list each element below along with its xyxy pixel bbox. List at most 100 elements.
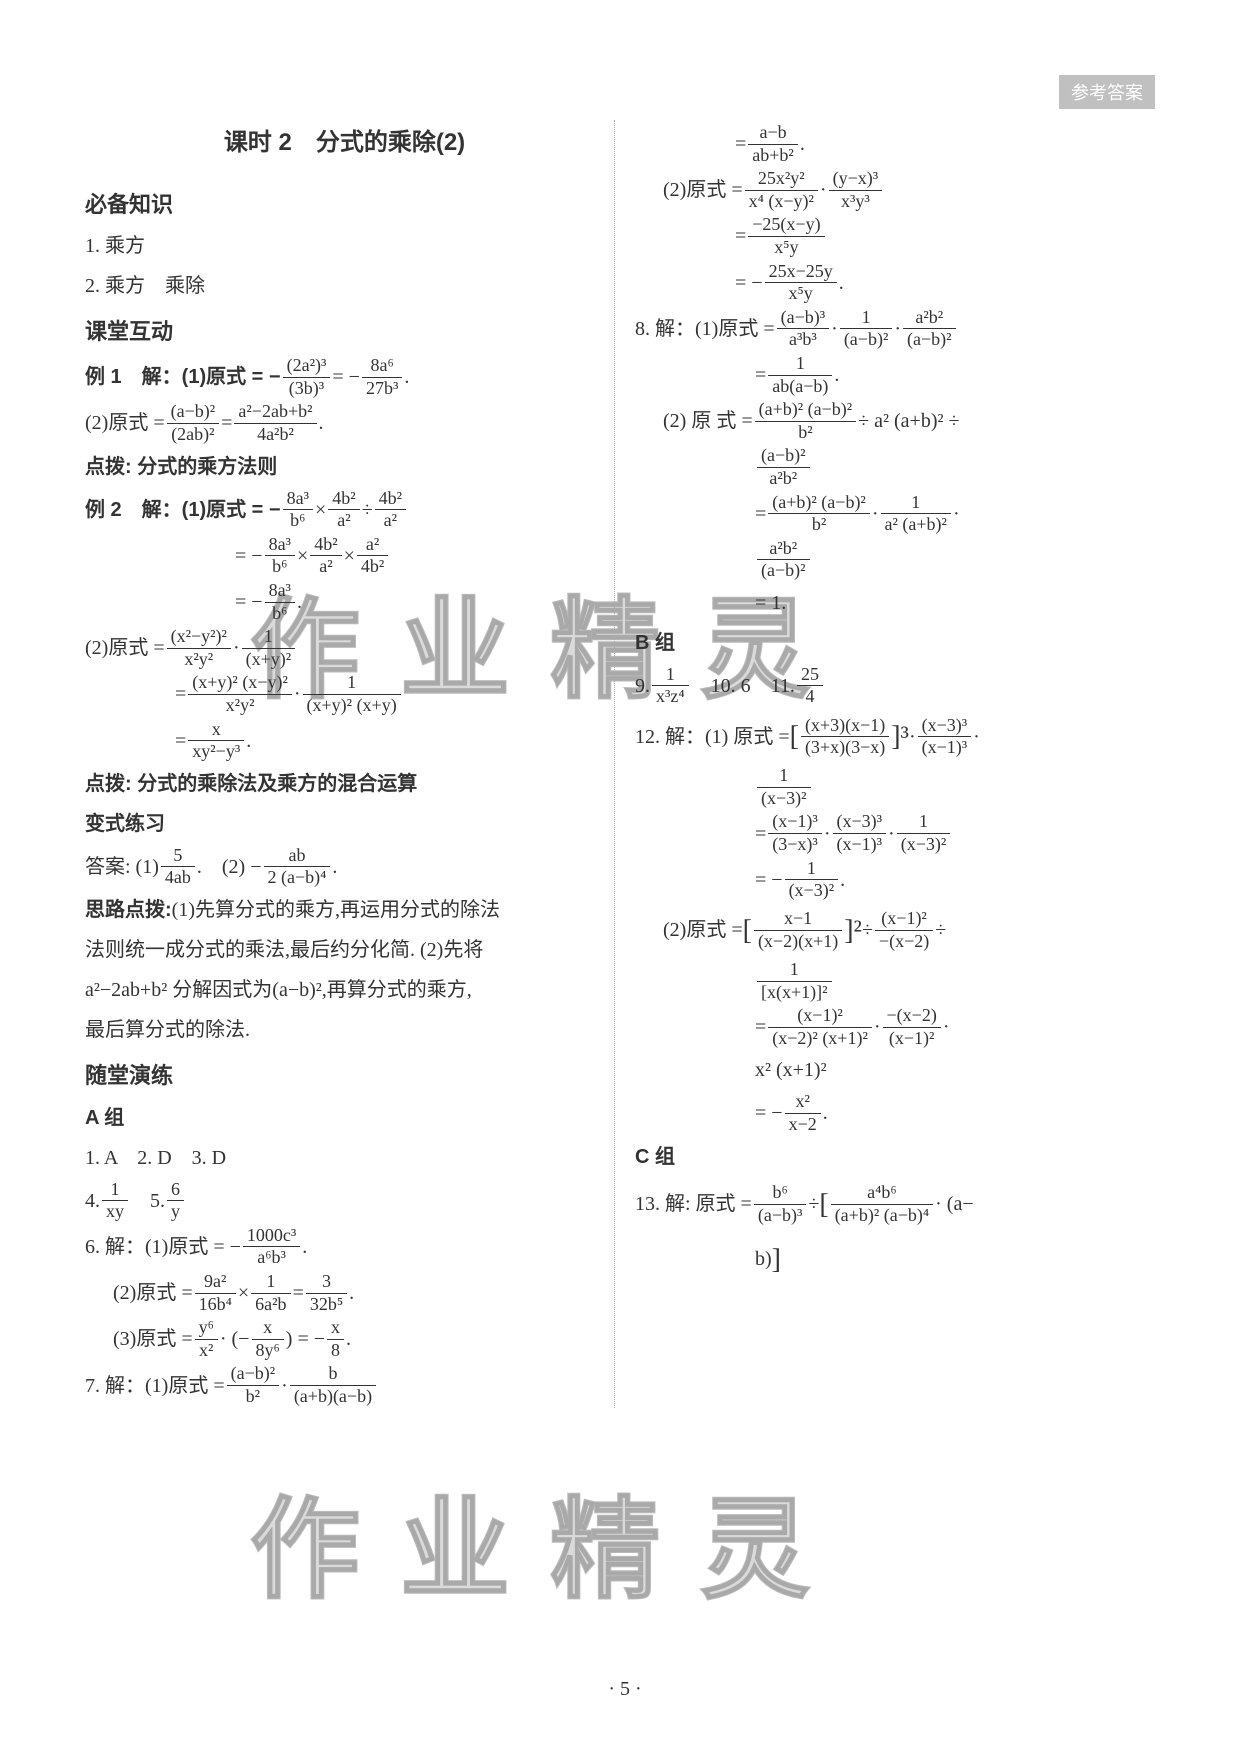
answer-line: 1. A 2. D 3. D [85, 1139, 604, 1177]
label: (2)原式 = [113, 1274, 193, 1312]
answer-line: = − x²x−2 . [635, 1091, 1165, 1135]
fraction: y⁶x² [195, 1317, 218, 1361]
answer-line: 12. 解：(1) 原式 = [ (x+3)(x−1)(3+x)(3−x) ]³… [635, 710, 1165, 763]
fraction: 9a²16b⁴ [195, 1271, 236, 1315]
label: 9. [635, 667, 650, 705]
label: 答案: (1) [85, 848, 159, 886]
op: · [909, 718, 916, 756]
eq: = [221, 404, 232, 442]
answer-line: a²b²(a−b)² [635, 538, 1165, 582]
label: (2)原式 = [663, 911, 743, 949]
text-line: 1. 乘方 [85, 227, 604, 265]
answer-line: = (a+b)² (a−b)²b² · 1a² (a+b)² · [635, 492, 1165, 536]
op: · [973, 718, 980, 756]
fraction: 16a²b [251, 1271, 290, 1315]
fraction: a²b²(a−b)² [757, 538, 810, 582]
op: × [238, 1274, 249, 1312]
op: ) = − [286, 1320, 325, 1358]
example-line: 例 1 解：(1)原式 = − (2a²)³(3b)³ = − 8a⁶27b³. [85, 355, 604, 399]
bracket: [ [743, 904, 752, 957]
fraction: (x²−y²)²x²y² [167, 626, 231, 670]
fraction: 1[x(x+1)]² [757, 959, 832, 1003]
answer-line: 1[x(x+1)]² [635, 959, 1165, 1003]
op: · [281, 1367, 288, 1405]
fraction: 25x²y²x⁴ (x−y)² [745, 168, 818, 212]
example-line: = − 8a³b⁶ × 4b²a² × a²4b² [85, 534, 604, 578]
answer-line: 9. 1x³z⁴ 10. 6 11. 254 [635, 664, 1165, 708]
dot: . [839, 264, 844, 302]
label: 例 2 解：(1)原式 = − [85, 491, 281, 529]
fraction: 1a² (a+b)² [881, 492, 951, 536]
bracket: [ [790, 710, 799, 763]
fraction: x−1(x−2)(x+1) [754, 908, 842, 952]
answer-line: x² (x+1)² [635, 1051, 1165, 1089]
fraction: (a+b)² (a−b)²b² [755, 399, 857, 443]
text-line: a²−2ab+b² 分解因式为(a−b)²,再算分式的乘方, [85, 971, 604, 1009]
fraction: 8a³b⁶ [265, 534, 295, 578]
sub-head: 变式练习 [85, 805, 604, 843]
group-label: A 组 [85, 1099, 604, 1137]
fraction: (x−1)²(x−2)² (x+1)² [768, 1005, 872, 1049]
op: · [831, 310, 838, 348]
dot: . [349, 1274, 354, 1312]
eq: = [175, 675, 186, 713]
op: · [824, 815, 831, 853]
eq: = [735, 217, 746, 255]
fraction: 1ab(a−b) [768, 353, 832, 397]
fraction: (x−1)³(3−x)³ [768, 811, 822, 855]
answer-line: 13. 解: 原式 = b⁶(a−b)³ ÷ [ a⁴b⁶(a+b)² (a−b… [635, 1178, 1165, 1231]
label: 10. 6 11. [691, 667, 795, 705]
section-head: 课堂互动 [85, 311, 604, 353]
example-line: = (x+y)² (x−y)²x²y² · 1(x+y)² (x+y) [85, 672, 604, 716]
answer-line: = (x−1)³(3−x)³ · (x−3)³(x−1)³ · 1(x−3)² [635, 811, 1165, 855]
lesson-title: 课时 2 分式的乘除(2) [85, 120, 604, 166]
eq: = [735, 125, 746, 163]
group-label: B 组 [635, 624, 1165, 662]
group-label: C 组 [635, 1138, 1165, 1176]
page-number: · 5 · [0, 1678, 1250, 1701]
example-line: = − 8a³b⁶ . [85, 580, 604, 624]
answer-line: (2) 原 式 = (a+b)² (a−b)²b² ÷ a² (a+b)² ÷ [635, 399, 1165, 443]
fraction: (a−b)³a³b³ [777, 307, 830, 351]
answer-line: = 1. [635, 584, 1165, 622]
op: · [872, 495, 879, 533]
fraction: 54ab [161, 845, 195, 889]
bracket: ]² [844, 904, 862, 957]
answer-line: b) ] [635, 1233, 1165, 1286]
example-line: = xxy²−y³ . [85, 719, 604, 763]
dot: . [800, 125, 805, 163]
answer-line: 8. 解：(1)原式 = (a−b)³a³b³ · 1(a−b)² · a²b²… [635, 307, 1165, 351]
answer-line: (3)原式 = y⁶x² · (− x8y⁶ ) = − x8 . [85, 1317, 604, 1361]
answer-line: 4. 1xy 5. 6y [85, 1179, 604, 1223]
op: · [874, 1008, 881, 1046]
fraction: ab2 (a−b)⁴ [264, 845, 331, 889]
eq: = [175, 722, 186, 760]
dot: . [834, 356, 839, 394]
label: 4. [85, 1182, 100, 1220]
answer-line: = a−bab+b² . [635, 122, 1165, 166]
label: (2)原式 = [663, 171, 743, 209]
dot: . [302, 1228, 307, 1266]
example-line: 例 2 解：(1)原式 = − 8a³b⁶ × 4b²a² ÷ 4b²a² [85, 488, 604, 532]
op: · [820, 171, 827, 209]
fraction: (y−x)³x³y³ [829, 168, 883, 212]
label: 13. 解: 原式 = [635, 1185, 752, 1223]
left-column: 课时 2 分式的乘除(2) 必备知识 1. 乘方 2. 乘方 乘除 课堂互动 例… [85, 120, 615, 1408]
dot: . [297, 583, 302, 621]
answer-line: (2)原式 = 25x²y²x⁴ (x−y)² · (y−x)³x³y³ [635, 168, 1165, 212]
fraction: xxy²−y³ [188, 719, 244, 763]
label: (3)原式 = [113, 1320, 193, 1358]
fraction: b(a+b)(a−b) [290, 1363, 376, 1407]
example-line: (2)原式 = (x²−y²)²x²y² · 1(x+y)² [85, 626, 604, 670]
fraction: 1(a−b)² [840, 307, 893, 351]
eq: = − [235, 537, 263, 575]
fraction: 8a⁶27b³ [362, 355, 402, 399]
eq: = − [755, 1094, 783, 1132]
fraction: b⁶(a−b)³ [754, 1182, 807, 1226]
op: × [297, 537, 308, 575]
eq: = [293, 1274, 304, 1312]
answer-line: 7. 解：(1)原式 = (a−b)²b² · b(a+b)(a−b) [85, 1363, 604, 1407]
example-line: (2)原式 = (a−b)²(2ab)² = a²−2ab+b²4a²b². [85, 401, 604, 445]
answer-line: = −25(x−y)x⁵y [635, 214, 1165, 258]
fraction: (x−1)²−(x−2) [875, 908, 933, 952]
